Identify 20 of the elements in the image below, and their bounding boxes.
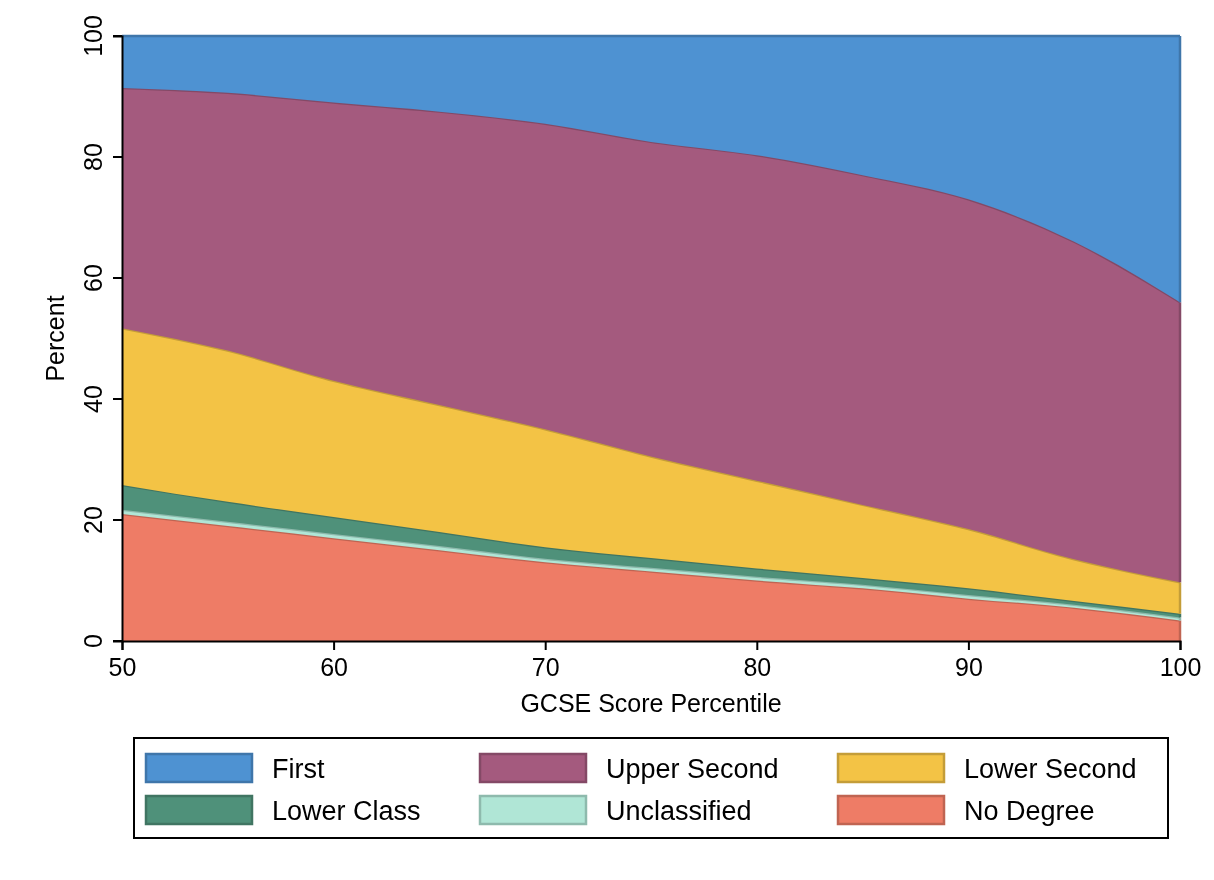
y-tick-label: 100 xyxy=(79,15,107,57)
x-axis-title: GCSE Score Percentile xyxy=(520,689,782,717)
y-tick-label: 20 xyxy=(79,506,107,534)
legend-label: Lower Class xyxy=(272,796,421,826)
legend-label: Lower Second xyxy=(964,754,1137,784)
x-tick-label: 100 xyxy=(1159,652,1202,681)
x-tick-label: 60 xyxy=(320,652,349,681)
x-tick-label: 70 xyxy=(531,652,560,681)
y-axis-title: Percent xyxy=(41,295,69,382)
legend-label: No Degree xyxy=(964,796,1095,826)
x-tick-label: 50 xyxy=(108,652,137,681)
legend-label: Unclassified xyxy=(606,796,752,826)
y-tick-label: 40 xyxy=(79,385,107,413)
x-tick-label: 90 xyxy=(954,652,983,681)
y-tick-label: 80 xyxy=(79,143,107,171)
y-tick-label: 60 xyxy=(79,264,107,292)
legend-label: First xyxy=(272,754,325,784)
y-tick-label: 0 xyxy=(79,634,107,648)
x-tick-label: 80 xyxy=(743,652,772,681)
legend-label: Upper Second xyxy=(606,754,779,784)
